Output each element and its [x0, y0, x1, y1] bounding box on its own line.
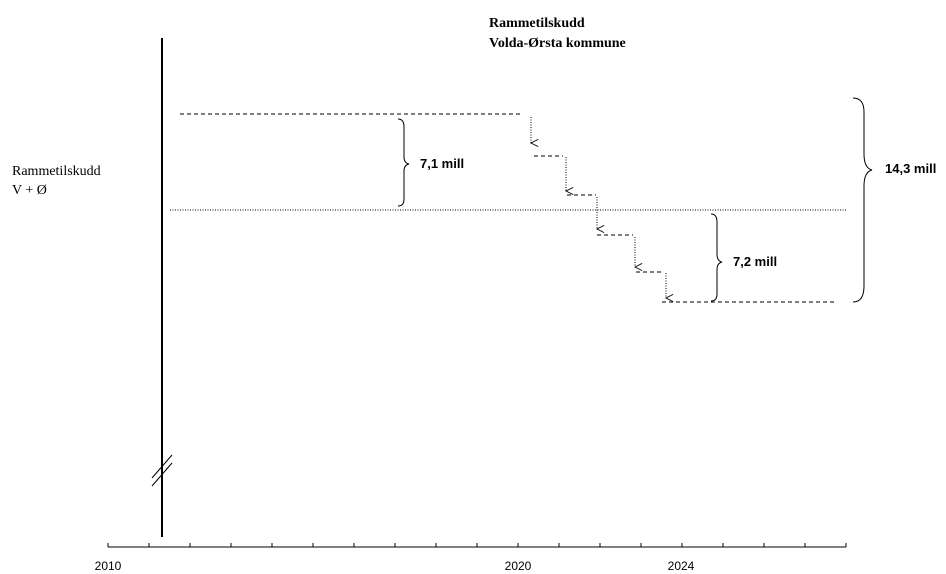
y-axis-label-line-1: Rammetilskudd	[12, 164, 101, 179]
axis-break-mark-2	[151, 462, 173, 487]
title-line-1: Rammetilskudd	[489, 16, 585, 31]
x-tick-label-2010: 2010	[95, 559, 122, 573]
y-axis-label-line-2: V + Ø	[12, 183, 47, 198]
axis-break-mark-1	[151, 454, 173, 479]
brace-label-total: 14,3 mill	[885, 161, 936, 176]
x-tick-label-2024: 2024	[668, 559, 695, 573]
brace-upper	[397, 118, 410, 207]
diagram-title: Rammetilskudd Volda-Ørsta kommune	[489, 14, 626, 54]
x-axis-ticks	[107, 543, 847, 547]
brace-total	[852, 97, 873, 303]
brace-lower	[710, 213, 723, 302]
y-axis-label: Rammetilskudd V + Ø	[12, 162, 101, 200]
x-tick-label-2020: 2020	[505, 559, 532, 573]
brace-label-upper: 7,1 mill	[420, 156, 464, 171]
title-line-2: Volda-Ørsta kommune	[489, 36, 626, 51]
brace-label-lower: 7,2 mill	[733, 254, 777, 269]
